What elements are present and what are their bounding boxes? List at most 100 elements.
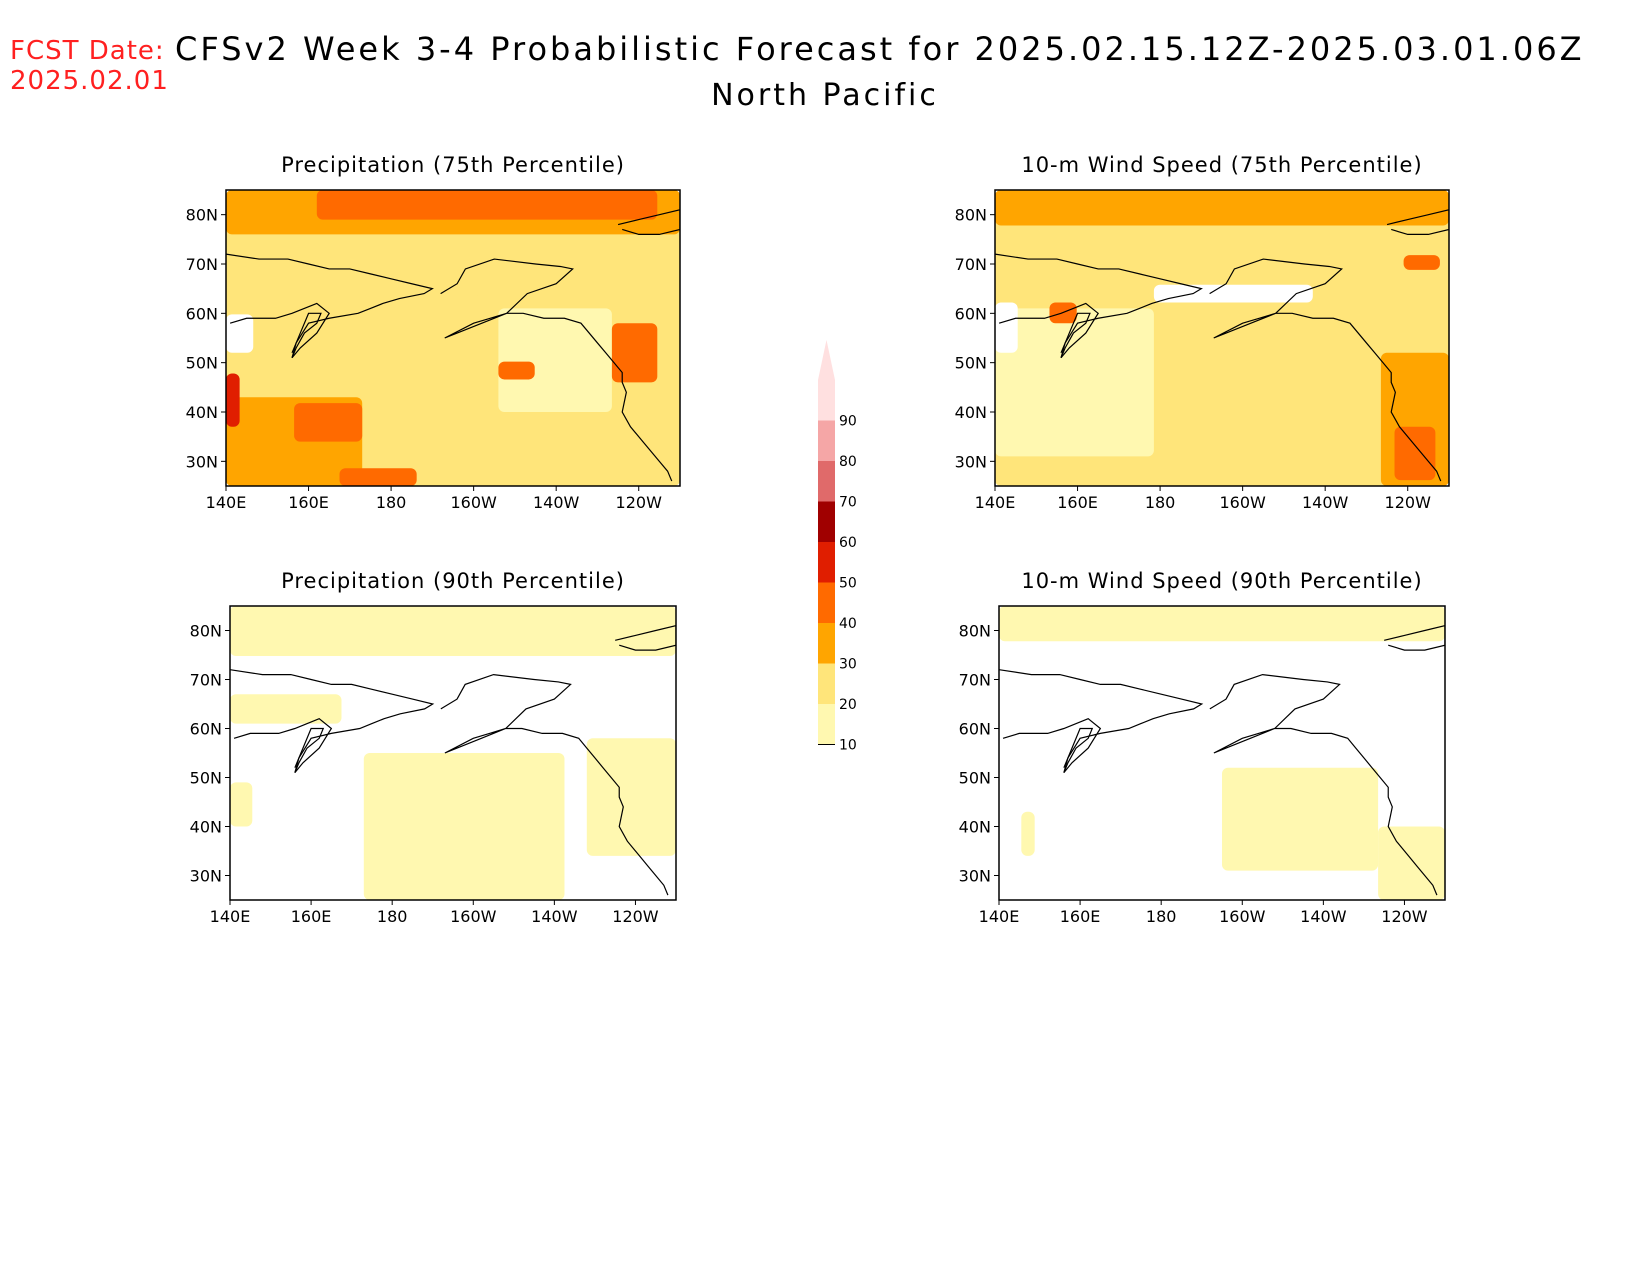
forecast-date-block: FCST Date: 2025.02.01	[10, 36, 169, 96]
contour-region	[1378, 826, 1445, 900]
y-tick-label: 70N	[186, 255, 218, 274]
colorbar-swatch	[818, 380, 835, 421]
coastline	[615, 624, 676, 651]
panel-frame	[229, 605, 677, 901]
y-tick-label: 30N	[955, 452, 987, 471]
colorbar-label: 50	[839, 576, 857, 592]
contour-region	[995, 190, 1449, 226]
x-tick-label: 160W	[450, 493, 497, 512]
contour-region	[226, 373, 240, 427]
contour-region	[230, 694, 342, 724]
x-tick-label: 160E	[1057, 493, 1098, 512]
coastline	[1063, 727, 1094, 773]
contour-region	[995, 302, 1018, 353]
coastline	[440, 258, 673, 482]
x-tick-label: 160W	[1219, 907, 1266, 926]
y-tick-label: 50N	[955, 354, 987, 373]
contour-region	[339, 468, 417, 486]
colorbar-top-arrow	[818, 340, 835, 380]
colorbar-swatch	[818, 542, 835, 583]
x-tick-label: 160W	[1219, 493, 1266, 512]
panel-precip-75: Precipitation (75th Percentile) 140E 160E 1…	[186, 153, 681, 512]
coastline	[440, 673, 669, 896]
y-tick-label: 30N	[186, 452, 218, 471]
coastline	[1209, 673, 1438, 896]
panel-frame	[998, 605, 1446, 901]
y-tick-label: 80N	[186, 206, 218, 225]
x-tick-label: 180	[1146, 907, 1177, 926]
coastline	[294, 727, 325, 773]
contour-region	[1244, 308, 1381, 457]
region-title: North Pacific	[711, 78, 939, 113]
coastline	[230, 669, 435, 773]
panel-wind-90: 10-m Wind Speed (90th Percentile) 140E 160…	[959, 569, 1446, 926]
y-tick-label: 40N	[190, 818, 222, 837]
y-tick-label: 50N	[190, 769, 222, 788]
x-tick-label: 140E	[975, 493, 1016, 512]
coastline	[1060, 312, 1091, 358]
x-tick-label: 140W	[531, 907, 578, 926]
contour-region	[498, 361, 535, 380]
contour-region	[995, 308, 1154, 457]
colorbar-label: 30	[839, 657, 857, 673]
x-tick-label: 160E	[291, 907, 332, 926]
y-tick-label: 40N	[955, 403, 987, 422]
y-tick-label: 70N	[190, 671, 222, 690]
contour-region	[611, 323, 658, 383]
colorbar-label: 20	[839, 697, 857, 713]
colorbar-swatch	[818, 461, 835, 502]
y-tick-label: 40N	[959, 818, 991, 837]
x-tick-label: 140W	[533, 493, 580, 512]
probability-field	[226, 190, 680, 486]
contour-region	[1021, 811, 1035, 856]
contour-region	[1394, 426, 1436, 481]
y-tick-label: 70N	[959, 671, 991, 690]
colorbar-swatch	[818, 663, 835, 704]
x-tick-label: 180	[1145, 493, 1176, 512]
panel-precip-90: Precipitation (90th Percentile) 140E 160E 1…	[190, 569, 677, 926]
x-tick-label: 120W	[616, 493, 663, 512]
y-tick-label: 30N	[190, 867, 222, 886]
y-tick-label: 30N	[959, 867, 991, 886]
contour-region	[999, 606, 1445, 642]
colorbar-swatch	[818, 582, 835, 623]
colorbar-label: 60	[839, 535, 857, 551]
coastline	[995, 253, 1203, 359]
x-tick-label: 160W	[450, 907, 497, 926]
x-tick-label: 140E	[210, 907, 251, 926]
coastline	[291, 312, 322, 358]
panel-title: Precipitation (75th Percentile)	[281, 153, 625, 177]
panel-wind-75: 10-m Wind Speed (75th Percentile) 140E 160…	[955, 153, 1450, 512]
panel-frame	[994, 189, 1450, 487]
y-tick-label: 80N	[190, 622, 222, 641]
page-title: CFSv2 Week 3-4 Probabilistic Forecast fo…	[175, 30, 1585, 68]
contour-region	[1153, 284, 1313, 303]
probability-field	[995, 190, 1449, 486]
contour-region	[230, 782, 253, 827]
y-tick-label: 60N	[955, 304, 987, 323]
contour-region	[226, 314, 254, 353]
contour-region	[230, 606, 676, 656]
coastline	[617, 209, 680, 235]
colorbar-swatch	[818, 623, 835, 664]
colorbar-label: 80	[839, 454, 857, 470]
colorbar-label: 90	[839, 414, 857, 430]
y-tick-label: 60N	[190, 720, 222, 739]
colorbar-swatch	[818, 704, 835, 745]
contour-region	[1222, 767, 1379, 871]
panel-frame	[225, 189, 681, 487]
colorbar: 10 20 30 40 50 60 70 80 90	[818, 340, 857, 754]
contour-region	[316, 190, 658, 220]
colorbar-swatch	[818, 501, 835, 542]
coastline	[226, 253, 434, 359]
y-tick-label: 50N	[959, 769, 991, 788]
coastline	[1386, 209, 1449, 235]
panel-title: Precipitation (90th Percentile)	[281, 569, 625, 593]
coastline	[1384, 624, 1445, 651]
contour-region	[498, 308, 612, 412]
x-tick-label: 140E	[206, 493, 247, 512]
colorbar-label: 10	[839, 738, 857, 754]
probability-field	[230, 606, 676, 900]
x-tick-label: 120W	[1381, 907, 1428, 926]
